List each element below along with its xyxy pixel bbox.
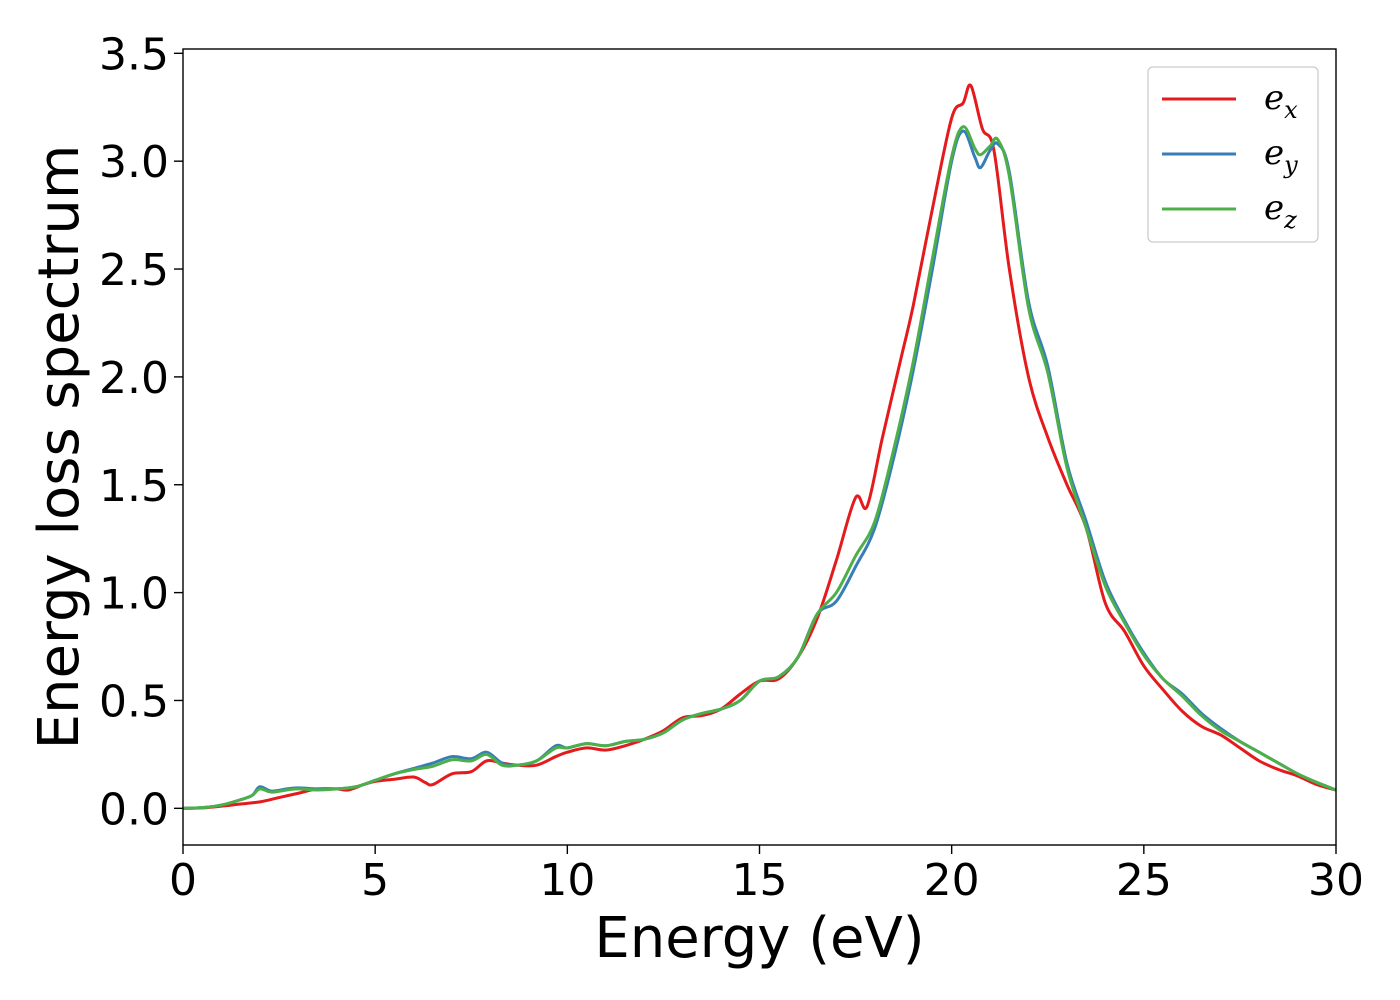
series-line-e-z: [183, 125, 1336, 810]
legend-label-e-z: ez: [1264, 188, 1297, 234]
legend-label-e-y: ey: [1264, 133, 1298, 179]
x-axis-ticks: 0 5 10 15 20 25 30: [169, 845, 1364, 906]
series-line-e-x: [183, 83, 1336, 810]
x-tick-label: 10: [539, 855, 595, 906]
legend-label-e-x: ex: [1264, 78, 1298, 124]
x-tick-label: 20: [924, 855, 980, 906]
x-tick-label: 30: [1308, 855, 1364, 906]
series-layer: [183, 83, 1336, 810]
y-tick-label: 2.0: [99, 353, 169, 404]
y-tick-label: 0.5: [99, 676, 169, 727]
x-axis-title: Energy (eV): [594, 906, 924, 971]
y-tick-label: 1.0: [99, 569, 169, 620]
y-tick-label: 1.5: [99, 461, 169, 512]
y-tick-label: 3.0: [99, 137, 169, 188]
x-tick-label: 25: [1116, 855, 1172, 906]
x-tick-label: 15: [732, 855, 788, 906]
y-axis-title: Energy loss spectrum: [27, 145, 92, 750]
legend: ex ey ez: [1147, 66, 1319, 243]
y-tick-label: 3.5: [99, 29, 169, 80]
y-tick-label: 2.5: [99, 245, 169, 296]
x-tick-label: 5: [361, 855, 389, 906]
y-tick-label: 0.0: [99, 784, 169, 835]
y-axis-ticks: 0.0 0.5 1.0 1.5 2.0 2.5 3.0 3.5: [99, 29, 183, 835]
x-tick-label: 0: [169, 855, 197, 906]
